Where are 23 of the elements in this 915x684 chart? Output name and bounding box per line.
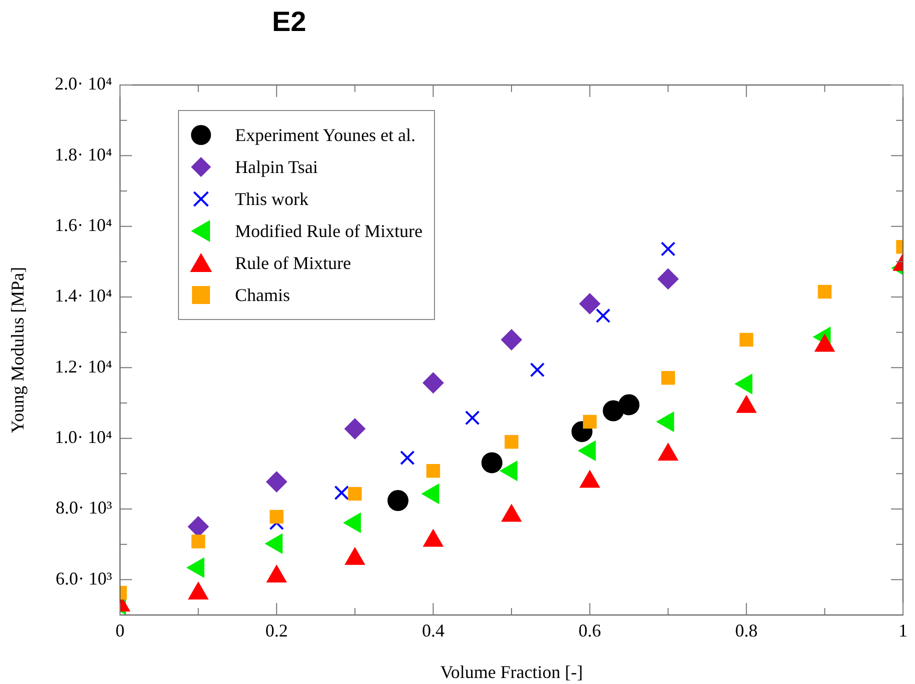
- x-tick-label: 1: [898, 620, 908, 641]
- legend-label: Experiment Younes et al.: [235, 124, 416, 146]
- x-tick-label: 0.6: [578, 620, 602, 641]
- legend-label: Rule of Mixture: [235, 252, 351, 274]
- y-tick-label: 1.0· 10⁴: [54, 427, 112, 448]
- chart-title: E2: [272, 6, 306, 38]
- y-tick-label: 1.4· 10⁴: [54, 286, 112, 306]
- legend-label: Modified Rule of Mixture: [235, 220, 422, 242]
- y-tick-label: 8.0· 10³: [56, 498, 113, 518]
- y-tick-label: 6.0· 10³: [56, 568, 113, 588]
- y-tick-label: 2.0· 10⁴: [54, 74, 112, 94]
- x-tick-label: 0.8: [735, 620, 758, 641]
- legend-label: This work: [235, 188, 308, 210]
- legend-label: Halpin Tsai: [235, 156, 318, 178]
- x-tick-label: 0: [116, 620, 124, 641]
- x-axis-title: Volume Fraction [-]: [440, 662, 583, 682]
- legend-label: Chamis: [235, 284, 290, 306]
- y-tick-label: 1.2· 10⁴: [54, 356, 112, 376]
- y-tick-label: 1.6· 10⁴: [54, 215, 112, 236]
- x-tick-label: 0.4: [422, 620, 444, 641]
- y-tick-label: 1.8· 10⁴: [54, 144, 112, 164]
- y-axis-title: Young Modulus [MPa]: [8, 266, 28, 434]
- x-tick-label: 0.2: [265, 620, 288, 641]
